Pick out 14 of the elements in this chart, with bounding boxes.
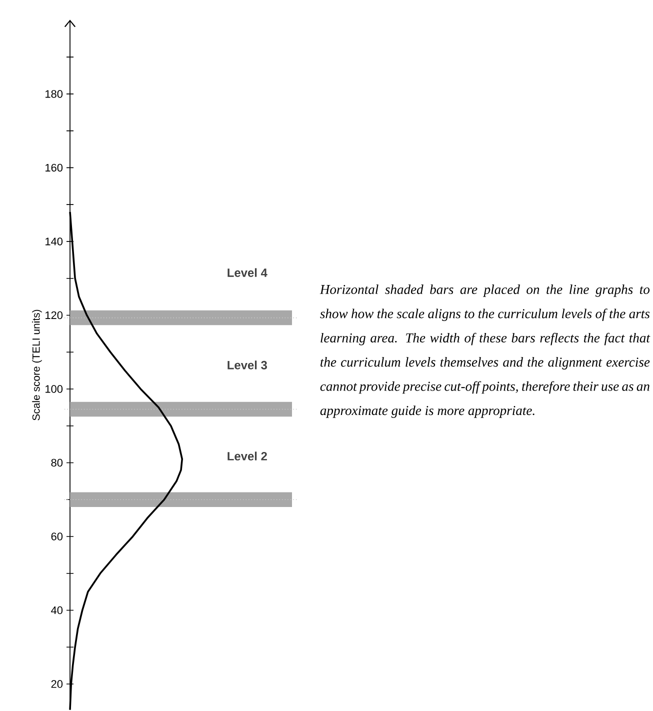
y-tick-label: 80 [51, 458, 62, 467]
y-tick-label: 40 [50, 606, 62, 614]
text: Level 4 [228, 268, 268, 277]
text: Level 3 [228, 360, 267, 370]
y-tick-label: 20 [51, 680, 62, 688]
y-tick-label: 180 [45, 90, 62, 98]
text: Horizontal shaded bars are placed on the line graphs to show how the scale aligns to the curriculum levels of the arts learning area. The width of these bars reflects the fact that the curriculum levels themselves and the alignment exercise cannot provide precise cut-off points, therefore their use as an approximate guide is more appropriate. [320, 284, 650, 418]
y-tick-label: 100 [45, 385, 62, 393]
y-tick-label: 60 [51, 532, 62, 540]
y-axis-title: Scale score (TELI units) [32, 310, 42, 420]
text: Level 2 [228, 452, 267, 460]
y-tick-label: 160 [45, 164, 62, 172]
y-tick-label: 120 [45, 311, 62, 320]
y-tick-label: 140 [45, 238, 62, 246]
